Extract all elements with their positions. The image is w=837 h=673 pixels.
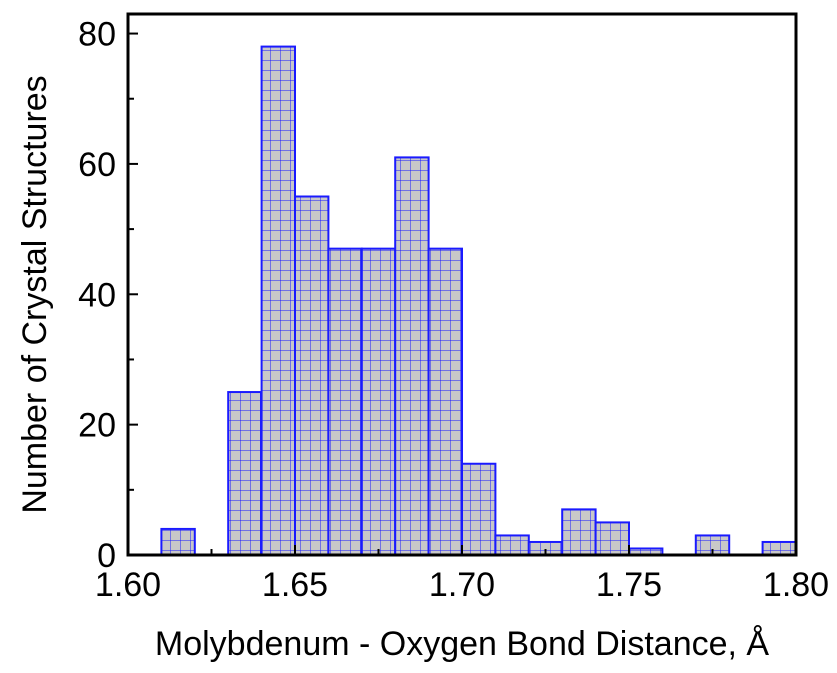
x-tick-label: 1.60 (95, 566, 161, 604)
histogram-bar (594, 521, 630, 557)
y-axis-title: Number of Crystal Structures (16, 75, 54, 513)
bars-layer (160, 45, 797, 557)
histogram-bar (561, 508, 597, 557)
histogram-bar (160, 527, 196, 557)
histogram-bar (260, 45, 297, 556)
histogram-bar (394, 156, 430, 556)
ticks-layer: 1.60 1.65 1.70 1.75 1.80 0 20 40 60 80 (78, 16, 829, 604)
y-tick-label: 40 (78, 276, 116, 314)
histogram-bar (761, 540, 797, 557)
x-axis-title: Molybdenum - Oxygen Bond Distance, Å (155, 625, 770, 663)
histogram-bar (227, 391, 263, 556)
y-tick-label: 60 (78, 146, 116, 184)
histogram-bar (461, 462, 497, 556)
x-tick-label: 1.65 (262, 566, 328, 604)
histogram-bar (427, 247, 464, 556)
x-tick-label: 1.70 (429, 566, 495, 604)
y-tick-label: 0 (97, 537, 116, 575)
histogram-bar (294, 195, 330, 557)
y-tick-label: 20 (78, 407, 116, 445)
histogram-bar (494, 534, 530, 557)
x-tick-label: 1.80 (763, 566, 829, 604)
histogram-bar (360, 247, 397, 556)
x-tick-label: 1.75 (596, 566, 662, 604)
histogram-bar (327, 247, 363, 556)
y-tick-label: 80 (78, 16, 116, 54)
